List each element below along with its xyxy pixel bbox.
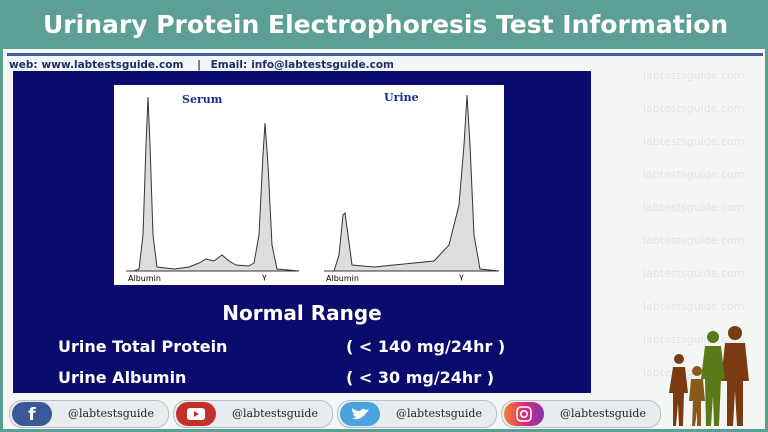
watermark: labtestsguide.com — [643, 168, 745, 181]
watermark: labtestsguide.com — [643, 69, 745, 82]
handle: @labtestsguide — [560, 407, 646, 420]
social-instagram[interactable]: @labtestsguide — [501, 400, 661, 428]
web-label: web: — [9, 59, 38, 71]
row-value: ( < 140 mg/24hr ) — [346, 337, 506, 356]
watermark: labtestsguide.com — [643, 234, 745, 247]
social-twitter[interactable]: @labtestsguide — [337, 400, 497, 428]
watermark: labtestsguide.com — [643, 135, 745, 148]
peak-label: Albumin — [128, 274, 161, 283]
watermark: labtestsguide.com — [643, 267, 745, 280]
social-youtube[interactable]: @labtestsguide — [173, 400, 333, 428]
watermark: labtestsguide.com — [643, 201, 745, 214]
watermark: labtestsguide.com — [643, 102, 745, 115]
email: info@labtestsguide.com — [251, 59, 394, 71]
svg-text:f: f — [28, 405, 36, 425]
normal-range-title: Normal Range — [222, 301, 382, 325]
peak-label: γ — [262, 272, 267, 281]
peak-label: γ — [459, 272, 464, 281]
title: Urinary Protein Electrophoresis Test Inf… — [43, 10, 729, 39]
rule — [7, 53, 763, 56]
handle: @labtestsguide — [396, 407, 482, 420]
handle: @labtestsguide — [68, 407, 154, 420]
electrophoresis-figure: Serum Urine Albumin γ Albumin γ — [114, 85, 504, 285]
handle: @labtestsguide — [232, 407, 318, 420]
separator: | — [197, 59, 201, 71]
watermark: labtestsguide.com — [643, 300, 745, 313]
row-label: Urine Total Protein — [58, 337, 228, 356]
panel: Serum Urine Albumin γ Albumin γ Normal R… — [13, 71, 591, 393]
watermark: labtestsguide.com — [643, 333, 745, 346]
family-silhouette — [669, 326, 749, 426]
peak-label: Albumin — [326, 274, 359, 283]
web: www.labtestsguide.com — [41, 59, 184, 71]
panel-label: Urine — [384, 91, 419, 104]
panel-label: Serum — [182, 93, 223, 106]
social-facebook[interactable]: f @labtestsguide — [9, 400, 169, 428]
contact: web: www.labtestsguide.com | Email: info@l… — [9, 59, 398, 71]
header: Urinary Protein Electrophoresis Test Inf… — [3, 3, 765, 49]
email-label: Email: — [210, 59, 248, 71]
row-label: Urine Albumin — [58, 368, 187, 387]
row-value: ( < 30 mg/24hr ) — [346, 368, 495, 387]
